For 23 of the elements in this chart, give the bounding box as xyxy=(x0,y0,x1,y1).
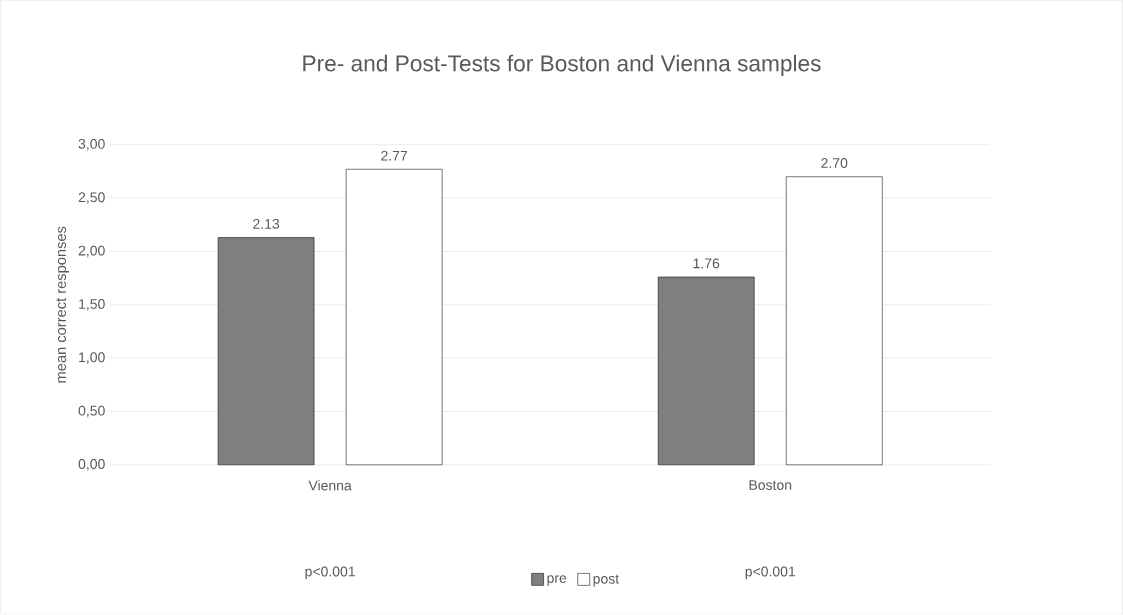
text: p<0.001 xyxy=(745,566,796,580)
text: p<0.001 xyxy=(305,566,355,580)
y-tick-label: 1,00 xyxy=(79,352,105,364)
y-tick-label: 2,00 xyxy=(78,245,105,258)
chart-title: Pre- and Post-Tests for Boston and Vienna samples xyxy=(303,54,821,76)
y-axis-title: mean correct responses xyxy=(56,226,69,383)
y-tick-label: 3,00 xyxy=(78,139,105,151)
legend-label: post xyxy=(593,574,620,587)
bar xyxy=(217,237,315,466)
y-tick-label: 1,50 xyxy=(79,299,105,311)
bar xyxy=(785,176,883,466)
x-tick-label: Boston xyxy=(749,480,792,491)
data-label: 1.76 xyxy=(693,258,720,269)
y-tick-label: 0,00 xyxy=(78,459,105,471)
data-label: 2.13 xyxy=(253,219,280,229)
y-tick-label: 0,50 xyxy=(78,405,105,418)
bar xyxy=(657,276,755,466)
x-tick-label: Vienna xyxy=(308,480,352,491)
data-label: 2.77 xyxy=(381,150,408,161)
legend-label: pre xyxy=(547,575,567,586)
data-label: 2.70 xyxy=(821,158,848,169)
y-tick-label: 2,50 xyxy=(78,192,105,204)
bar xyxy=(345,169,443,466)
